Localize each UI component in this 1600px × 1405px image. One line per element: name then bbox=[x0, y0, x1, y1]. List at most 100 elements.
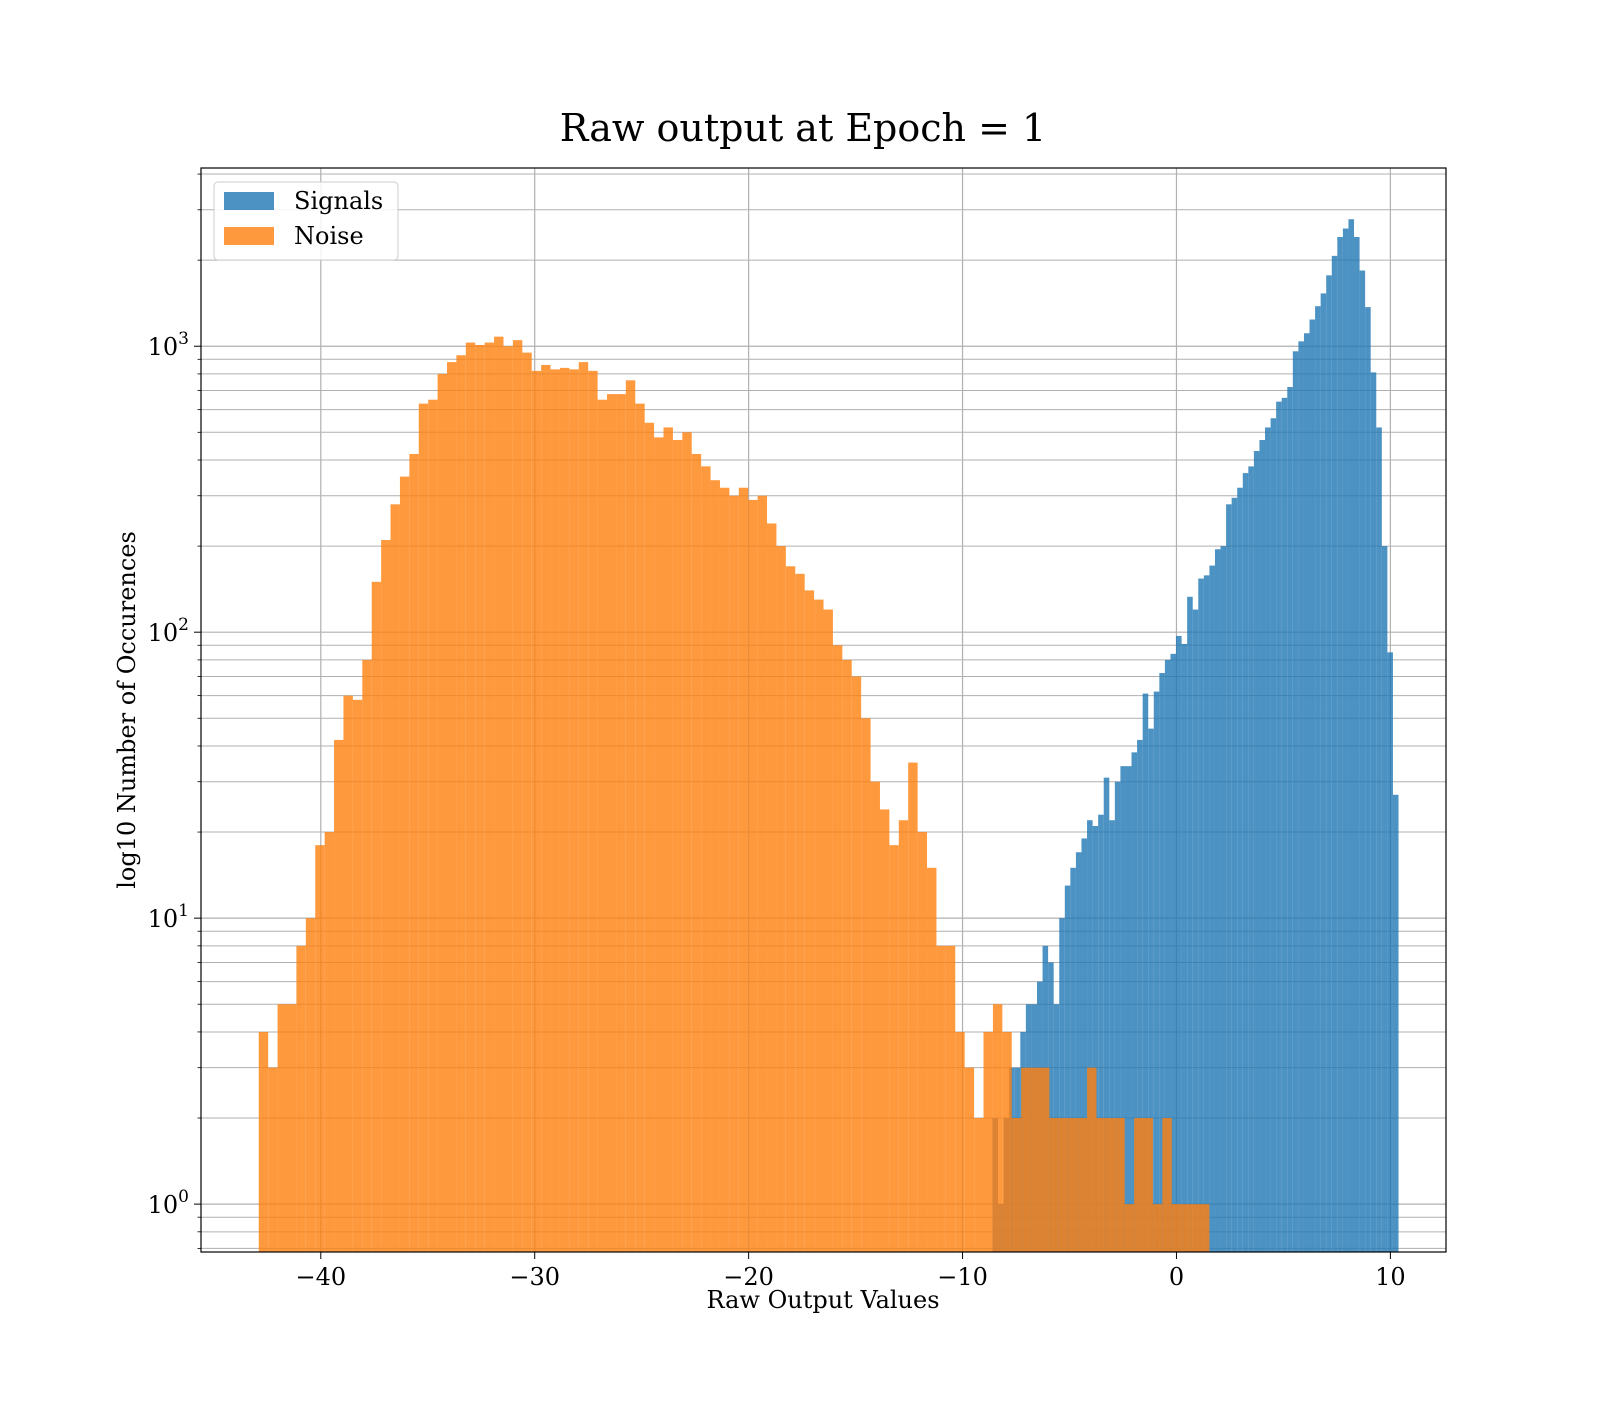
x-axis-label: Raw Output Values bbox=[706, 1286, 939, 1314]
bar-noise bbox=[607, 394, 617, 1252]
bar-signals bbox=[1281, 397, 1288, 1252]
bar-signals bbox=[1059, 918, 1065, 1252]
bar-noise bbox=[399, 476, 410, 1252]
bar-noise bbox=[776, 546, 786, 1252]
bar-noise bbox=[898, 820, 909, 1252]
bar-signals bbox=[1087, 820, 1093, 1252]
bar-signals bbox=[1237, 487, 1243, 1252]
bar-noise bbox=[503, 346, 513, 1252]
axes: 100 101 102 103 −40 −30 −20 −10 0 10 bbox=[148, 173, 1406, 1291]
bar-noise bbox=[917, 832, 928, 1252]
bar-signals bbox=[1248, 466, 1254, 1252]
bar-noise bbox=[851, 676, 862, 1252]
bar-noise bbox=[719, 487, 730, 1252]
bar-noise bbox=[352, 699, 363, 1252]
bar-noise bbox=[663, 427, 673, 1252]
bar-noise bbox=[569, 369, 579, 1252]
bar-noise bbox=[268, 1067, 278, 1252]
bar-signals bbox=[1187, 596, 1193, 1252]
bar-signals bbox=[1203, 575, 1210, 1252]
bar-signals bbox=[1259, 439, 1266, 1252]
bars bbox=[258, 219, 1399, 1252]
bar-noise bbox=[955, 1031, 965, 1252]
bar-noise bbox=[1049, 1118, 1059, 1252]
bar-noise bbox=[390, 504, 400, 1252]
bar-signals bbox=[1331, 255, 1338, 1252]
bar-noise bbox=[729, 495, 739, 1252]
bar-signals bbox=[1109, 820, 1115, 1252]
bar-signals bbox=[1048, 962, 1054, 1252]
bar-noise bbox=[1134, 1118, 1144, 1252]
bar-noise bbox=[588, 370, 598, 1252]
bar-noise bbox=[672, 439, 683, 1252]
bar-signals bbox=[1354, 236, 1360, 1252]
bar-signals bbox=[1326, 275, 1332, 1252]
bar-noise bbox=[1096, 1118, 1106, 1252]
bar-signals bbox=[1153, 691, 1160, 1252]
bar-noise bbox=[428, 399, 438, 1252]
bar-noise bbox=[682, 432, 692, 1252]
bar-signals bbox=[1137, 739, 1143, 1252]
bar-noise bbox=[701, 466, 711, 1252]
bar-noise bbox=[512, 340, 523, 1252]
bar-noise bbox=[286, 1004, 297, 1252]
bar-signals bbox=[1125, 766, 1132, 1252]
bar-signals bbox=[1287, 387, 1293, 1252]
bar-noise bbox=[1199, 1204, 1210, 1252]
bar-signals bbox=[1376, 427, 1382, 1252]
bar-signals bbox=[1114, 781, 1121, 1252]
bar-signals bbox=[1131, 752, 1138, 1252]
bar-signals bbox=[1348, 219, 1355, 1252]
bar-noise bbox=[1068, 1118, 1078, 1252]
bar-signals bbox=[1359, 270, 1366, 1252]
bar-signals bbox=[1320, 293, 1327, 1252]
bar-noise bbox=[1087, 1067, 1097, 1252]
bar-noise bbox=[343, 695, 353, 1252]
bar-signals bbox=[1392, 794, 1399, 1252]
bar-noise bbox=[625, 380, 636, 1252]
bar-noise bbox=[484, 342, 495, 1252]
bar-noise bbox=[616, 394, 626, 1252]
x-tick-label: −30 bbox=[509, 1263, 560, 1291]
bar-noise bbox=[1011, 1118, 1022, 1252]
bar-signals bbox=[1192, 609, 1199, 1252]
bar-signals bbox=[1198, 578, 1204, 1252]
bar-signals bbox=[1220, 546, 1227, 1252]
series-noise bbox=[258, 336, 1210, 1252]
bar-noise bbox=[447, 362, 457, 1252]
bar-signals bbox=[1342, 228, 1349, 1252]
bar-noise bbox=[814, 599, 824, 1252]
bar-noise bbox=[738, 487, 749, 1252]
bar-noise bbox=[381, 540, 391, 1252]
x-tick-label: −20 bbox=[723, 1263, 774, 1291]
bar-noise bbox=[559, 367, 570, 1252]
bar-noise bbox=[823, 609, 833, 1252]
bar-noise bbox=[889, 845, 899, 1252]
bar-noise bbox=[964, 1067, 975, 1252]
bar-signals bbox=[1092, 826, 1099, 1252]
bar-noise bbox=[258, 1031, 269, 1252]
bar-noise bbox=[1115, 1118, 1125, 1252]
y-tick-label: 102 bbox=[148, 615, 189, 647]
bar-signals bbox=[1381, 546, 1388, 1252]
bar-noise bbox=[1077, 1118, 1088, 1252]
bar-signals bbox=[1292, 351, 1299, 1252]
bar-noise bbox=[1152, 1204, 1163, 1252]
bar-noise bbox=[832, 645, 843, 1252]
bar-noise bbox=[334, 739, 344, 1252]
bar-noise bbox=[945, 945, 956, 1252]
bar-signals bbox=[1315, 306, 1321, 1252]
x-tick-label: −40 bbox=[295, 1263, 346, 1291]
bar-signals bbox=[1298, 341, 1304, 1252]
legend-swatch-noise bbox=[224, 227, 274, 245]
y-axis-label: log10 Number of Occurences bbox=[113, 531, 141, 889]
bar-noise bbox=[785, 566, 796, 1252]
bar-signals bbox=[1148, 728, 1154, 1252]
bar-noise bbox=[324, 832, 335, 1252]
bar-noise bbox=[418, 403, 429, 1252]
bar-signals bbox=[1098, 814, 1104, 1252]
bar-signals bbox=[1337, 236, 1343, 1252]
bar-signals bbox=[1387, 652, 1393, 1252]
bar-noise bbox=[710, 480, 720, 1252]
